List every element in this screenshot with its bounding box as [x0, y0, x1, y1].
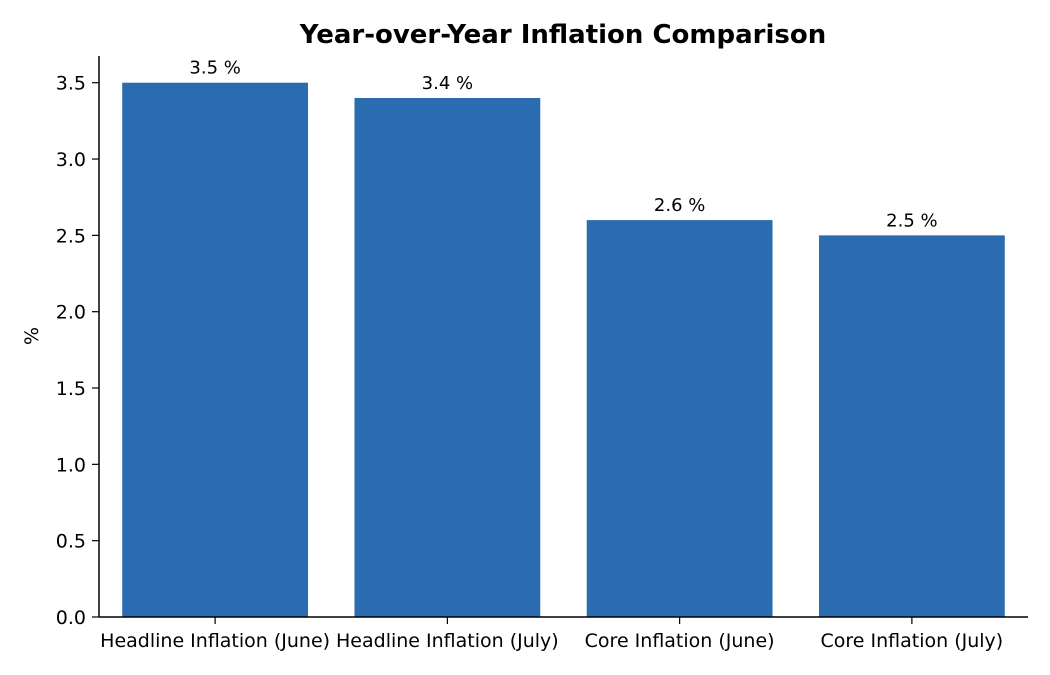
y-tick-label: 0.5	[56, 531, 86, 553]
x-tick-label: Core Inflation (June)	[585, 630, 775, 652]
x-tick-label: Headline Inflation (July)	[336, 630, 559, 652]
chart-title: Year-over-Year Inflation Comparison	[299, 20, 827, 50]
bar-value-label: 3.5 %	[189, 58, 240, 79]
y-tick-label: 2.5	[56, 225, 86, 247]
y-axis: 0.0 0.5 1.0 1.5 2.0 2.5 3.0 3.5	[56, 56, 100, 629]
bar	[354, 97, 541, 617]
bar	[818, 235, 1005, 617]
bar-value-label: 2.5 %	[886, 210, 937, 231]
x-axis: Headline Inflation (June) Headline Inflat…	[99, 616, 1028, 652]
y-tick-label: 1.5	[56, 378, 86, 400]
bar-value-label: 3.4 %	[422, 73, 473, 94]
y-tick-label: 1.0	[56, 454, 86, 476]
x-tick-label: Core Inflation (July)	[821, 630, 1004, 652]
y-tick-label: 3.5	[56, 73, 86, 95]
value-labels-group: 3.5 % 3.4 % 2.6 % 2.5 %	[189, 58, 937, 232]
bar	[586, 220, 773, 617]
bar-value-label: 2.6 %	[654, 195, 705, 216]
x-tick-label: Headline Inflation (June)	[100, 630, 330, 652]
bars-group	[122, 82, 1005, 617]
y-tick-label: 0.0	[56, 607, 86, 629]
y-tick-label: 3.0	[56, 149, 86, 171]
y-axis-label: %	[21, 327, 43, 345]
y-tick-label: 2.0	[56, 302, 86, 324]
bar	[122, 82, 309, 617]
